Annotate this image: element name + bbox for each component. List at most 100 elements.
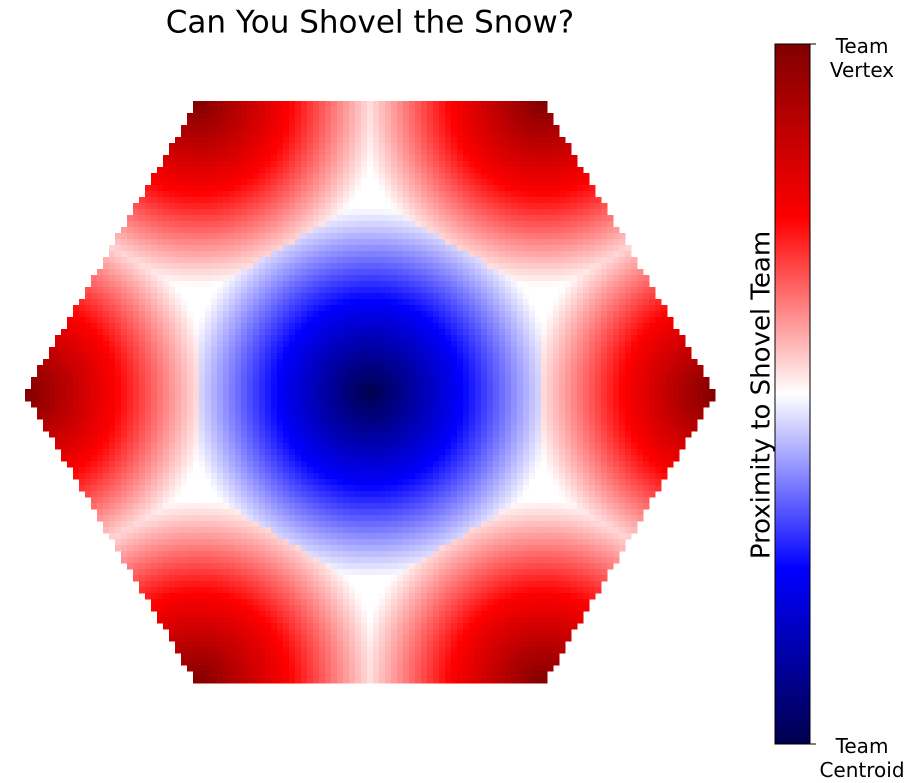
field-cell — [235, 149, 242, 156]
field-cell — [541, 149, 548, 156]
field-cell — [349, 209, 356, 216]
field-cell — [565, 233, 572, 240]
field-cell — [649, 287, 656, 294]
field-cell — [325, 101, 332, 108]
field-cell — [571, 275, 578, 282]
field-cell — [613, 317, 620, 324]
field-cell — [451, 269, 458, 276]
field-cell — [229, 305, 236, 312]
field-cell — [337, 341, 344, 348]
field-cell — [235, 173, 242, 180]
field-cell — [589, 281, 596, 288]
field-cell — [229, 185, 236, 192]
field-cell — [499, 239, 506, 246]
field-cell — [331, 185, 338, 192]
field-cell — [685, 347, 692, 354]
field-cell — [85, 329, 92, 336]
field-cell — [217, 161, 224, 168]
field-cell — [115, 371, 122, 378]
field-cell — [121, 365, 128, 372]
field-cell — [577, 173, 584, 180]
field-cell — [211, 239, 218, 246]
field-cell — [523, 119, 530, 126]
field-cell — [403, 119, 410, 126]
field-cell — [535, 227, 542, 234]
field-cell — [637, 359, 644, 366]
field-cell — [289, 155, 296, 162]
field-cell — [655, 323, 662, 330]
field-cell — [511, 149, 518, 156]
field-cell — [481, 257, 488, 264]
field-cell — [151, 239, 158, 246]
field-cell — [259, 197, 266, 204]
field-cell — [73, 341, 80, 348]
field-cell — [595, 413, 602, 420]
field-cell — [223, 251, 230, 258]
field-cell — [493, 251, 500, 258]
field-cell — [673, 359, 680, 366]
field-cell — [535, 383, 542, 390]
field-cell — [397, 227, 404, 234]
field-cell — [595, 263, 602, 270]
field-cell — [655, 377, 662, 384]
field-cell — [223, 101, 230, 108]
field-cell — [547, 371, 554, 378]
field-cell — [229, 299, 236, 306]
field-cell — [307, 173, 314, 180]
field-cell — [355, 281, 362, 288]
field-cell — [271, 107, 278, 114]
field-cell — [517, 215, 524, 222]
field-cell — [427, 371, 434, 378]
field-cell — [265, 323, 272, 330]
field-cell — [631, 341, 638, 348]
field-cell — [535, 149, 542, 156]
field-cell — [577, 293, 584, 300]
field-cell — [385, 275, 392, 282]
field-cell — [463, 101, 470, 108]
field-cell — [313, 269, 320, 276]
field-cell — [595, 275, 602, 282]
field-cell — [301, 251, 308, 258]
field-cell — [211, 281, 218, 288]
field-cell — [373, 311, 380, 318]
field-cell — [565, 251, 572, 258]
field-cell — [127, 419, 134, 426]
field-cell — [181, 155, 188, 162]
field-cell — [391, 377, 398, 384]
field-cell — [415, 209, 422, 216]
field-cell — [493, 365, 500, 372]
field-cell — [553, 311, 560, 318]
field-cell — [367, 143, 374, 150]
field-cell — [307, 263, 314, 270]
field-cell — [103, 257, 110, 264]
field-cell — [589, 377, 596, 384]
field-cell — [595, 209, 602, 216]
field-cell — [439, 101, 446, 108]
field-cell — [427, 377, 434, 384]
field-cell — [397, 353, 404, 360]
field-cell — [187, 335, 194, 342]
field-cell — [103, 347, 110, 354]
field-cell — [667, 419, 674, 426]
field-cell — [247, 377, 254, 384]
field-cell — [385, 269, 392, 276]
field-cell — [631, 311, 638, 318]
field-cell — [271, 191, 278, 198]
field-cell — [427, 173, 434, 180]
field-cell — [343, 155, 350, 162]
field-cell — [151, 359, 158, 366]
field-cell — [337, 305, 344, 312]
field-cell — [319, 185, 326, 192]
field-cell — [55, 413, 62, 420]
field-cell — [553, 317, 560, 324]
field-cell — [487, 359, 494, 366]
field-cell — [559, 389, 566, 396]
field-cell — [181, 371, 188, 378]
field-cell — [595, 227, 602, 234]
field-cell — [193, 125, 200, 132]
field-cell — [43, 401, 50, 408]
field-cell — [331, 359, 338, 366]
field-cell — [229, 155, 236, 162]
field-cell — [403, 353, 410, 360]
